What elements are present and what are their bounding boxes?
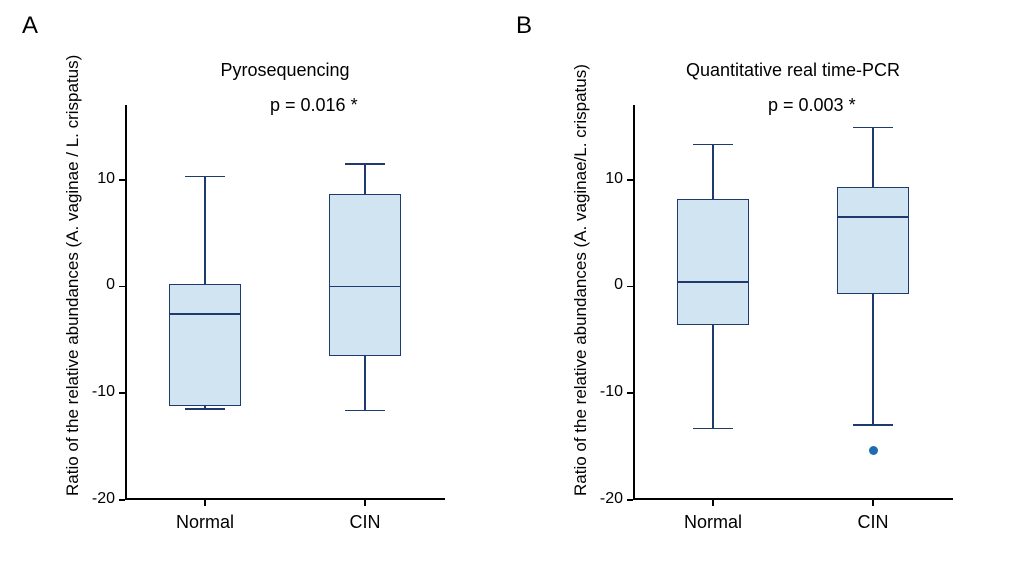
y-axis-label: Ratio of the relative abundances (A. vag… [571,64,591,496]
whisker-cap-upper [693,144,733,146]
y-tick-label: 0 [80,276,115,294]
whisker-cap-lower [345,410,385,412]
whisker-cap-lower [185,408,225,410]
box [837,187,909,294]
x-tick-label: Normal [125,512,285,533]
whisker-cap-lower [693,428,733,430]
whisker-cap-lower [853,424,893,426]
y-tick [627,286,633,288]
x-tick-label: Normal [633,512,793,533]
box [329,194,401,356]
whisker-lower [712,325,714,429]
x-axis [633,498,953,500]
panel-letter: A [22,12,38,40]
y-tick-label: -20 [588,490,623,508]
x-tick-label: CIN [793,512,953,533]
y-axis-label: Ratio of the relative abundances (A. vag… [63,55,83,496]
x-tick [872,500,874,506]
median-line [169,313,241,315]
outlier-point [869,446,878,455]
y-axis [125,105,127,500]
whisker-lower [872,294,874,425]
x-tick [204,500,206,506]
whisker-upper [364,164,366,194]
median-line [677,281,749,283]
box [169,284,241,406]
y-tick [119,392,125,394]
median-line [837,216,909,218]
whisker-cap-upper [185,176,225,178]
y-tick [119,286,125,288]
y-tick [627,179,633,181]
panel-letter: B [516,12,532,40]
median-line [329,286,401,288]
y-tick [627,392,633,394]
y-tick-label: 10 [80,170,115,188]
whisker-upper [204,177,206,285]
y-tick-label: -20 [80,490,115,508]
x-axis [125,498,445,500]
whisker-cap-upper [345,163,385,165]
whisker-upper [872,127,874,187]
y-tick-label: 0 [588,276,623,294]
box [677,199,749,325]
whisker-cap-upper [853,127,893,129]
panel-A: APyrosequencingp = 0.016 *-20-10010Norma… [0,0,508,564]
y-tick-label: 10 [588,170,623,188]
chart-title: Pyrosequencing [125,60,445,81]
y-tick [119,179,125,181]
y-tick-label: -10 [588,383,623,401]
whisker-upper [712,145,714,199]
x-tick-label: CIN [285,512,445,533]
x-tick [712,500,714,506]
panel-B: BQuantitative real time-PCRp = 0.003 *-2… [508,0,1016,564]
y-tick [627,499,633,501]
x-tick [364,500,366,506]
y-axis [633,105,635,500]
y-tick-label: -10 [80,383,115,401]
y-tick [119,499,125,501]
plot-area: -20-10010NormalCIN [633,105,953,500]
chart-title: Quantitative real time-PCR [633,60,953,81]
whisker-lower [364,356,366,410]
plot-area: -20-10010NormalCIN [125,105,445,500]
